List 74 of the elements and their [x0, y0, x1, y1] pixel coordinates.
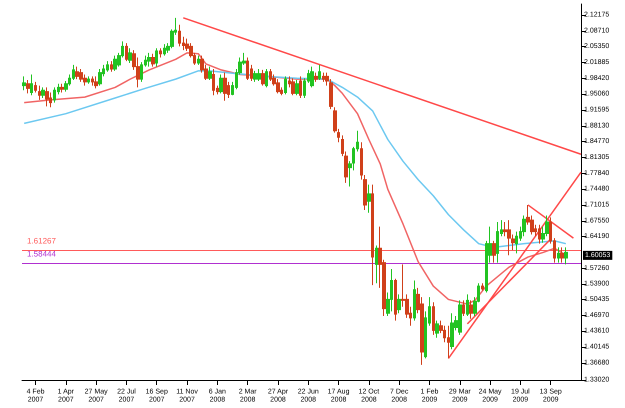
candlestick — [151, 53, 155, 68]
candlestick — [291, 78, 295, 96]
candlestick — [253, 70, 257, 82]
candlestick — [299, 76, 302, 99]
candlestick — [49, 92, 52, 108]
candlestick — [314, 72, 318, 82]
candlestick — [295, 80, 299, 96]
candlestick — [79, 68, 83, 82]
candlestick — [507, 220, 511, 256]
candlestick — [246, 56, 249, 81]
candlestick — [87, 76, 90, 84]
candlestick — [522, 215, 526, 237]
candlestick — [219, 74, 223, 94]
candlestick — [310, 66, 314, 88]
candlestick — [435, 320, 439, 338]
candlestick — [481, 282, 484, 292]
candlestick — [163, 44, 166, 56]
candlestick — [208, 66, 212, 81]
candlestick — [223, 72, 227, 102]
candlestick — [113, 55, 117, 72]
candlestick — [212, 68, 215, 96]
candlestick — [496, 222, 499, 264]
candlestick — [371, 184, 374, 286]
candlestick — [26, 80, 30, 94]
candlestick — [462, 300, 465, 317]
candlestick — [458, 300, 462, 336]
candlestick — [466, 294, 469, 317]
candlestick — [159, 48, 162, 58]
candlestick — [128, 48, 132, 64]
candlestick — [492, 240, 496, 264]
candlestick — [75, 66, 79, 80]
candlestick — [94, 76, 98, 89]
candlestick — [53, 86, 56, 104]
candlestick — [261, 69, 265, 86]
candlestick — [197, 55, 200, 66]
candlestick — [447, 325, 450, 359]
line-series — [23, 70, 567, 248]
candlestick — [397, 294, 401, 314]
candlestick — [110, 60, 113, 72]
candlestick — [375, 245, 378, 284]
candlestick — [22, 76, 26, 91]
candlestick — [318, 64, 321, 81]
candlestick — [450, 312, 454, 350]
candlestick — [538, 224, 541, 244]
candlestick — [38, 85, 41, 100]
candlestick — [178, 24, 181, 47]
candlestick — [41, 86, 45, 99]
candlestick — [91, 76, 94, 86]
candlestick — [469, 300, 473, 320]
candlestick — [106, 60, 109, 72]
candlestick — [560, 246, 564, 264]
candlestick — [30, 74, 33, 96]
candlestick — [276, 78, 280, 94]
candlestick — [34, 81, 37, 93]
candlestick — [557, 246, 560, 264]
candlestick — [98, 68, 102, 86]
candlestick — [390, 268, 393, 312]
candlestick — [147, 52, 151, 68]
candlestick — [265, 68, 268, 88]
ref-line-label: 1.61267 — [27, 236, 56, 246]
candlestick — [564, 246, 568, 265]
candlestick — [322, 72, 325, 82]
candlestick — [413, 280, 416, 322]
candlestick — [155, 48, 158, 68]
candlestick — [45, 86, 49, 107]
candlestick — [125, 42, 128, 62]
candlestick — [367, 184, 371, 214]
ref-line-label: 1.58444 — [27, 249, 56, 258]
candlestick — [284, 76, 287, 95]
candlestick — [60, 83, 64, 93]
candlestick — [394, 278, 397, 322]
candlestick — [257, 68, 261, 82]
candlestick — [432, 302, 435, 336]
candlestick — [269, 68, 272, 82]
